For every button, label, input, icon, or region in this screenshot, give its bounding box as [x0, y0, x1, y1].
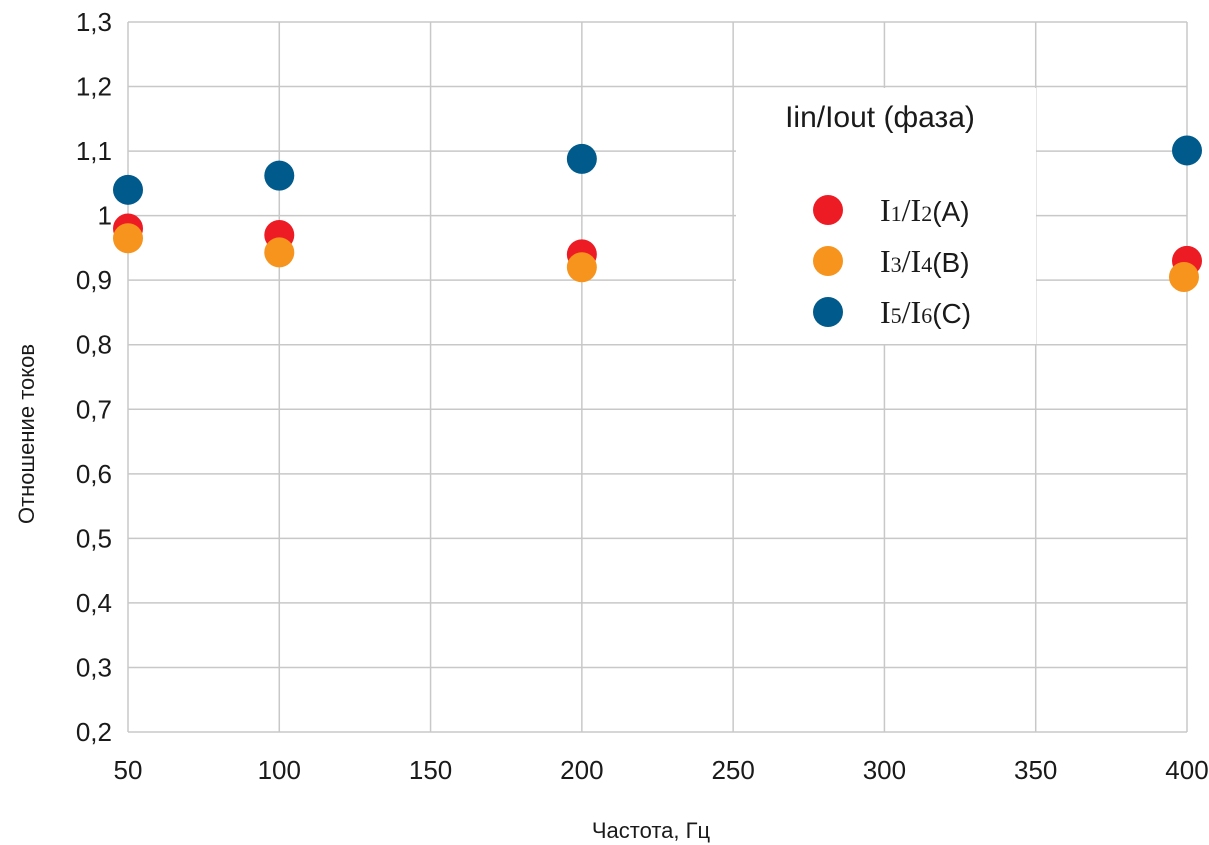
data-point-series-2 [566, 252, 597, 283]
y-tick-label: 1,1 [76, 136, 112, 166]
legend-box [736, 88, 1036, 344]
y-tick-label: 1 [98, 201, 112, 231]
legend-label-series-1: I1/I2(A) [880, 192, 970, 228]
data-point-series-2 [264, 237, 295, 268]
data-points [113, 135, 1202, 292]
legend-label-series-2: I3/I4(B) [880, 243, 970, 279]
legend-entries: I1/I2(A) I3/I4(B) I5/I6(C) [813, 192, 971, 330]
data-point-series-2 [113, 223, 143, 254]
x-tick-label: 350 [1014, 755, 1057, 785]
x-tick-label: 300 [863, 755, 906, 785]
grid [127, 21, 1188, 733]
x-tick-label: 400 [1165, 755, 1208, 785]
legend-marker-series-1 [813, 195, 843, 225]
y-tick-label: 1,3 [76, 7, 112, 37]
legend-label-series-3: I5/I6(C) [880, 294, 971, 330]
y-tick-label: 0,4 [76, 588, 112, 618]
legend: Iin/Iout (фаза) I1/I2(A) I3/I4(B) I5/I6(C) [736, 88, 1036, 344]
data-point-series-2 [1168, 261, 1199, 292]
x-tick-label: 100 [258, 755, 301, 785]
legend-title: Iin/Iout (фаза) [785, 101, 975, 134]
y-tick-label: 0,8 [76, 330, 112, 360]
y-tick-label: 0,9 [76, 265, 112, 295]
x-tick-label: 150 [409, 755, 452, 785]
y-tick-label: 0,5 [76, 523, 112, 553]
y-axis-ticks: 0,2 0,3 0,4 0,5 0,6 0,7 0,8 0,9 1 1,1 1,2 1,3 [76, 7, 112, 747]
y-tick-label: 0,6 [76, 459, 112, 489]
data-point-series-3 [113, 174, 143, 205]
x-axis-title: Частота, Гц [592, 818, 711, 843]
x-axis-ticks: 50 100 150 200 250 300 350 400 [114, 755, 1209, 785]
data-point-series-3 [566, 143, 597, 174]
data-point-series-3 [264, 160, 295, 191]
legend-marker-series-3 [813, 297, 843, 327]
x-tick-label: 50 [114, 755, 143, 785]
y-tick-label: 0,7 [76, 394, 112, 424]
y-tick-label: 0,2 [76, 717, 112, 747]
data-point-series-3 [1172, 135, 1202, 166]
y-axis-title: Отношение токов [14, 344, 39, 524]
y-tick-label: 1,2 [76, 72, 112, 102]
legend-marker-series-2 [813, 246, 843, 276]
y-tick-label: 0,3 [76, 652, 112, 682]
x-tick-label: 250 [711, 755, 754, 785]
x-tick-label: 200 [560, 755, 603, 785]
